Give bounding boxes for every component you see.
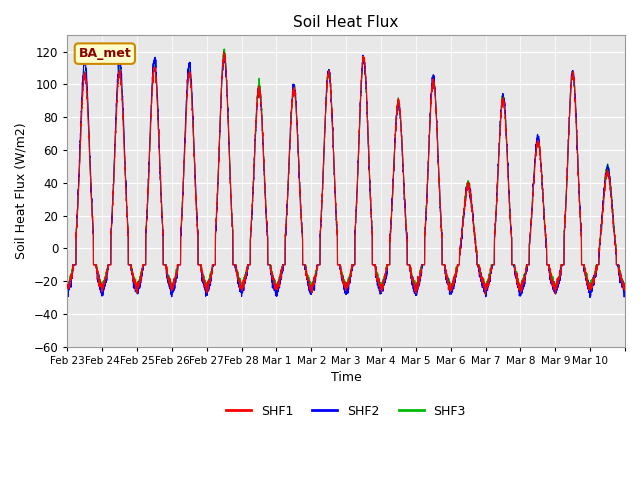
SHF2 <box>367 207 375 213</box>
SHF2 <box>499 92 507 97</box>
SHF3 <box>367 208 375 214</box>
Y-axis label: Soil Heat Flux (W/m2): Soil Heat Flux (W/m2) <box>15 123 28 259</box>
SHF1 <box>621 285 629 291</box>
SHF1 <box>541 227 549 232</box>
Text: BA_met: BA_met <box>79 47 131 60</box>
SHF2 <box>220 50 228 56</box>
Line: SHF2: SHF2 <box>67 53 625 298</box>
SHF3 <box>527 226 534 231</box>
SHF1 <box>367 208 375 214</box>
SHF1 <box>179 188 187 194</box>
SHF3 <box>499 93 507 99</box>
SHF1 <box>397 120 404 126</box>
SHF1 <box>499 95 507 100</box>
Line: SHF3: SHF3 <box>67 49 625 291</box>
Title: Soil Heat Flux: Soil Heat Flux <box>294 15 399 30</box>
SHF3 <box>541 224 549 229</box>
SHF2 <box>397 120 404 126</box>
SHF3 <box>238 288 246 294</box>
SHF2 <box>541 226 549 232</box>
X-axis label: Time: Time <box>331 372 362 384</box>
SHF2 <box>621 287 629 293</box>
SHF2 <box>527 225 534 231</box>
SHF1 <box>527 224 534 230</box>
Legend: SHF1, SHF2, SHF3: SHF1, SHF2, SHF3 <box>221 400 471 423</box>
SHF3 <box>621 284 629 289</box>
Line: SHF1: SHF1 <box>67 52 625 294</box>
SHF3 <box>63 281 71 287</box>
SHF3 <box>179 190 187 195</box>
SHF1 <box>63 285 71 291</box>
SHF1 <box>220 49 227 55</box>
SHF3 <box>397 120 404 126</box>
SHF2 <box>63 292 71 298</box>
SHF3 <box>220 46 228 52</box>
SHF2 <box>179 192 187 198</box>
SHF1 <box>481 291 489 297</box>
SHF2 <box>586 295 594 300</box>
